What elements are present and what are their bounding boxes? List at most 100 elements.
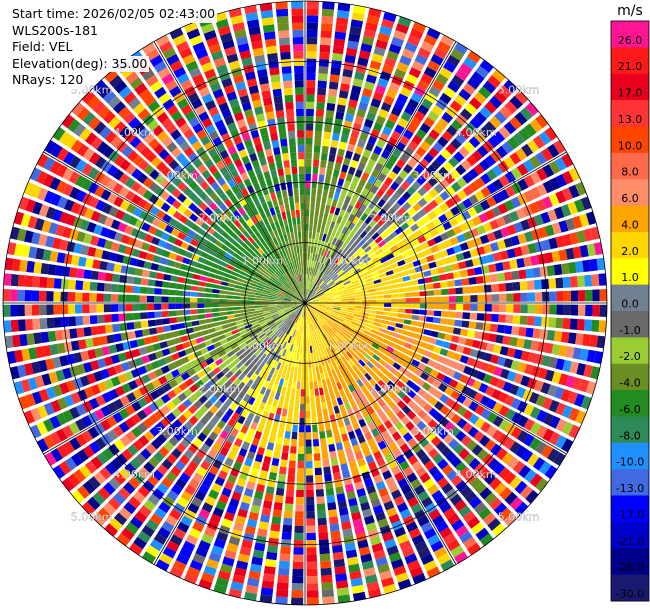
gate-cell	[398, 293, 406, 298]
gate-cell	[391, 106, 402, 117]
gate-cell	[355, 305, 363, 309]
gate-cell	[359, 230, 368, 239]
gate-cell	[555, 235, 565, 248]
gate-cell	[309, 253, 313, 261]
gate-cell	[496, 356, 507, 367]
gate-cell	[435, 259, 444, 267]
gate-cell	[357, 261, 366, 268]
gate-cell	[306, 87, 315, 95]
gate-cell	[468, 321, 477, 329]
gate-cell	[442, 375, 452, 385]
gate-cell	[316, 188, 323, 197]
gate-cell	[330, 314, 338, 320]
gate-cell	[379, 71, 392, 81]
gate-cell	[473, 237, 483, 247]
gate-cell	[516, 163, 529, 176]
gate-cell	[337, 97, 348, 106]
gate-cell	[333, 125, 342, 134]
gate-cell	[539, 329, 548, 340]
gate-cell	[426, 221, 436, 231]
gate-cell	[308, 267, 311, 275]
gate-cell	[348, 249, 356, 257]
gate-cell	[380, 323, 389, 330]
gate-cell	[370, 185, 379, 194]
gate-cell	[428, 261, 437, 269]
gate-cell	[321, 264, 327, 272]
gate-cell	[530, 255, 540, 266]
gate-cell	[527, 139, 540, 153]
gate-cell	[347, 292, 355, 296]
gate-cell	[432, 379, 442, 389]
gate-cell	[533, 380, 544, 392]
gate-cell	[327, 269, 334, 277]
gate-cell	[344, 54, 356, 64]
gate-cell	[410, 116, 422, 128]
gate-cell	[462, 286, 471, 294]
gate-cell	[454, 279, 463, 287]
gate-cell	[309, 291, 314, 298]
gate-cell	[396, 186, 406, 196]
gate-cell	[322, 274, 328, 281]
gate-cell	[560, 331, 570, 343]
gate-cell	[306, 94, 315, 102]
gate-cell	[541, 316, 550, 328]
gate-cell	[392, 235, 402, 244]
gate-cell	[400, 111, 412, 122]
gate-cell	[565, 247, 575, 260]
gate-cell	[334, 265, 341, 273]
gate-cell	[388, 43, 402, 54]
gate-cell	[347, 298, 356, 301]
gate-cell	[396, 318, 405, 324]
gate-cell	[305, 301, 313, 303]
gate-cell	[430, 159, 442, 170]
gate-cell	[355, 185, 364, 194]
gate-cell	[348, 99, 358, 109]
gate-cell	[511, 326, 520, 336]
gate-cell	[320, 273, 326, 280]
gate-cell	[347, 272, 355, 278]
gate-cell	[527, 304, 536, 314]
gate-cell	[330, 286, 338, 292]
gate-cell	[529, 155, 541, 169]
gate-cell	[445, 326, 454, 334]
gate-cell	[549, 177, 561, 191]
gate-cell	[320, 248, 326, 256]
gate-cell	[423, 193, 433, 203]
gate-cell	[520, 292, 528, 302]
gate-cell	[432, 217, 442, 227]
gate-cell	[326, 300, 334, 302]
gate-cell	[401, 212, 411, 221]
gate-cell	[517, 178, 529, 191]
gate-cell	[561, 438, 574, 453]
gate-cell	[400, 222, 410, 231]
gate-cell	[439, 178, 450, 189]
gate-cell	[551, 250, 561, 263]
gate-cell	[350, 241, 358, 250]
gate-cell	[525, 102, 539, 117]
gate-cell	[323, 265, 329, 273]
gate-cell	[331, 176, 338, 185]
gate-cell	[311, 305, 319, 309]
gate-cell	[375, 84, 387, 95]
gate-cell	[314, 130, 322, 139]
gate-cell	[357, 57, 369, 67]
gate-cell	[373, 122, 383, 132]
gate-cell	[397, 339, 406, 347]
gate-cell	[474, 331, 483, 340]
gate-cell	[365, 142, 375, 152]
gate-cell	[428, 188, 439, 199]
gate-cell	[390, 130, 401, 141]
gate-cell	[439, 348, 449, 357]
gate-cell	[392, 362, 402, 371]
gate-cell	[391, 221, 400, 231]
gate-cell	[305, 303, 313, 305]
gate-cell	[423, 152, 434, 164]
gate-cell	[422, 204, 433, 214]
gate-cell	[513, 293, 521, 302]
gate-cell	[492, 178, 504, 191]
gate-cell	[498, 293, 507, 302]
gate-cell	[541, 239, 551, 251]
gate-cell	[484, 121, 497, 134]
gate-cell	[565, 346, 575, 359]
gate-cell	[338, 260, 346, 268]
